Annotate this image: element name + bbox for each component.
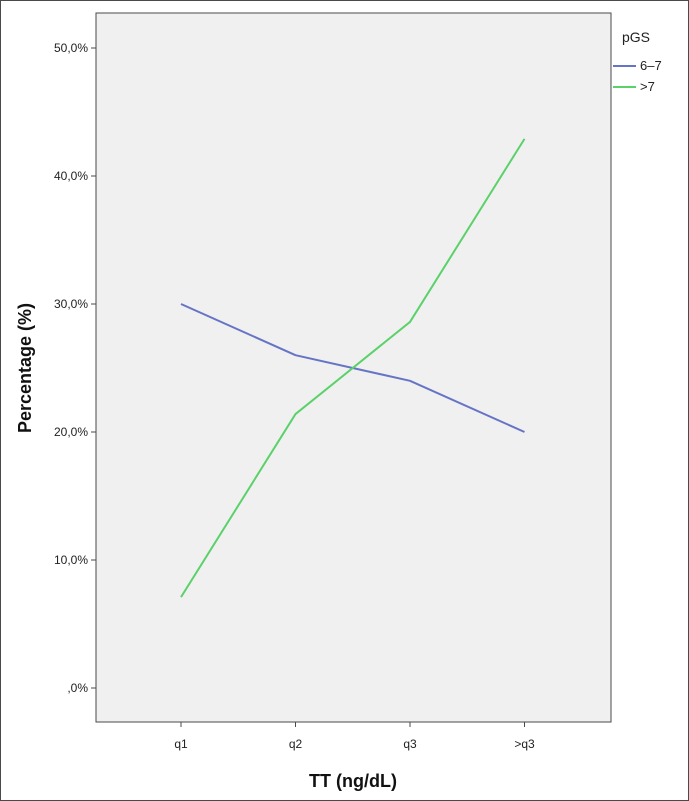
x-tick-label-2: q3 [403,737,417,751]
plot-area [95,12,612,723]
series-line-1 [180,138,526,598]
x-tick-label-3: >q3 [514,737,535,751]
y-tick-label-0: ,0% [67,681,88,695]
y-tick-label-3: 30,0% [54,297,88,311]
series-layer [180,138,526,598]
legend-label-gt7: >7 [640,79,655,94]
legend-label-6-7: 6–7 [640,58,662,73]
legend-title: pGS [622,29,650,45]
y-tick-label-2: 20,0% [54,425,88,439]
x-axis: q1 q2 q3 >q3 [174,722,535,751]
y-tick-label-5: 50,0% [54,41,88,55]
legend: pGS 6–7 >7 [613,29,662,94]
y-axis-title: Percentage (%) [15,303,35,433]
x-axis-title: TT (ng/dL) [309,771,397,791]
y-axis: ,0% 10,0% 20,0% 30,0% 40,0% 50,0% [54,41,96,695]
x-tick-label-1: q2 [289,737,303,751]
x-tick-label-0: q1 [174,737,188,751]
y-tick-label-1: 10,0% [54,553,88,567]
y-tick-label-4: 40,0% [54,169,88,183]
